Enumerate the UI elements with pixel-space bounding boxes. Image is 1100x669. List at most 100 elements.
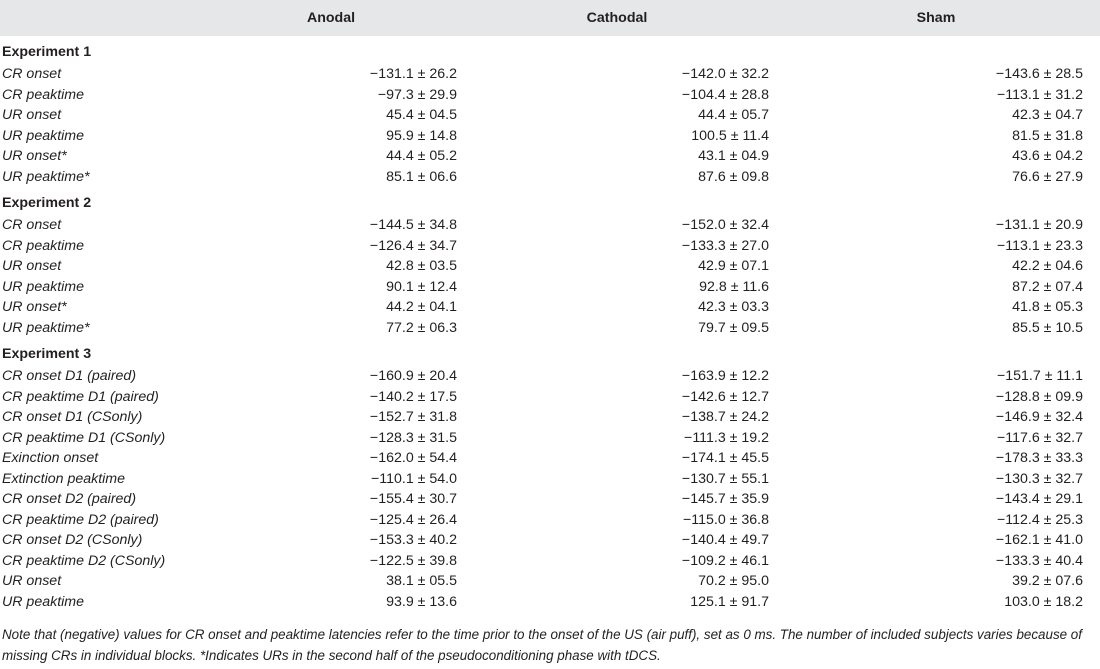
row-label: UR onset [2, 573, 62, 589]
header-row: Anodal Cathodal Sham [0, 0, 1100, 36]
cathodal-value: 79.7 ± 09.5 [698, 319, 769, 336]
anodal-value: −162.0 ± 54.4 [369, 450, 457, 466]
anodal-value: −125.4 ± 26.4 [369, 511, 457, 528]
anodal-value: 85.1 ± 06.6 [386, 168, 457, 185]
row-label: CR peaktime D2 (CSonly) [2, 552, 166, 569]
table-row: Extinction peaktime −110.1 ± 54.0 −130.7 ±… [0, 469, 1100, 490]
table-row: UR onset 42.8 ± 03.5 42.9 ± 07.1 42.2 ± 04.… [0, 256, 1100, 277]
row-label: Exinction onset [2, 450, 99, 466]
table-body: Experiment 1 CR onset −131.1 ± 26.2 −142.0 … [0, 36, 1100, 612]
sham-value: 103.0 ± 18.2 [1004, 593, 1083, 610]
cathodal-value: 42.9 ± 07.1 [698, 258, 769, 274]
section-row: Experiment 2 [0, 187, 1100, 215]
sham-value: −117.6 ± 32.7 [996, 429, 1083, 446]
row-label: UR onset [2, 258, 62, 274]
cathodal-value: −140.4 ± 49.7 [681, 532, 769, 548]
results-table: Anodal Cathodal Sham Experiment 1 CR onse… [0, 0, 1100, 612]
cathodal-value: 100.5 ± 11.4 [691, 127, 769, 144]
table-row: CR onset D2 (CSonly) −153.3 ± 40.2 −140.4 … [0, 530, 1100, 551]
cathodal-value: 43.1 ± 04.9 [698, 148, 769, 164]
sham-value: −130.3 ± 32.7 [995, 470, 1083, 487]
table-header: Anodal Cathodal Sham [0, 0, 1100, 36]
row-label: UR peaktime* [2, 319, 90, 336]
cathodal-value: 87.6 ± 09.8 [698, 168, 769, 185]
section-row: Experiment 1 [0, 36, 1100, 64]
cathodal-value: −142.0 ± 32.2 [681, 66, 769, 82]
cathodal-value: −145.7 ± 35.9 [681, 491, 769, 507]
table-row: CR peaktime D1 (paired) −140.2 ± 17.5 −142… [0, 387, 1100, 408]
anodal-value: 42.8 ± 03.5 [386, 258, 457, 274]
anodal-value: −122.5 ± 39.8 [369, 552, 457, 569]
section-title: Experiment 1 [2, 44, 92, 60]
row-label: UR onset [2, 107, 62, 123]
table-row: CR onset D1 (CSonly) −152.7 ± 31.8 −138.7 … [0, 407, 1100, 428]
row-label: UR peaktime [2, 278, 85, 295]
anodal-value: 44.2 ± 04.1 [386, 299, 457, 315]
sham-value: 87.2 ± 07.4 [1012, 278, 1083, 295]
anodal-value: 44.4 ± 05.2 [386, 148, 457, 164]
anodal-value: 38.1 ± 05.5 [386, 573, 457, 589]
cathodal-value: −142.6 ± 12.7 [681, 388, 769, 405]
cathodal-value: −115.0 ± 36.8 [682, 511, 769, 528]
table-row: UR peaktime 95.9 ± 14.8 100.5 ± 11.4 81.5 ±… [0, 126, 1100, 147]
anodal-value: 77.2 ± 06.3 [386, 319, 457, 336]
cathodal-value: −104.4 ± 28.8 [681, 86, 769, 103]
sham-value: 85.5 ± 10.5 [1012, 319, 1083, 336]
sham-value: −146.9 ± 32.4 [995, 409, 1083, 425]
section-row: Experiment 3 [0, 338, 1100, 366]
cathodal-value: −152.0 ± 32.4 [681, 217, 769, 233]
anodal-value: −128.3 ± 31.5 [369, 429, 457, 446]
sham-value: 76.6 ± 27.9 [1012, 168, 1083, 185]
row-label: UR onset* [2, 148, 67, 164]
row-label: CR peaktime [2, 237, 85, 254]
header-empty [0, 0, 200, 36]
anodal-value: −160.9 ± 20.4 [369, 368, 457, 384]
row-label: CR onset [2, 66, 62, 82]
cathodal-value: 70.2 ± 95.0 [698, 573, 769, 589]
row-label: UR peaktime [2, 127, 85, 144]
sham-value: 43.6 ± 04.2 [1012, 148, 1083, 164]
table-row: CR onset D1 (paired) −160.9 ± 20.4 −163.9 … [0, 366, 1100, 387]
sham-value: −112.4 ± 25.3 [996, 511, 1083, 528]
row-label: CR onset D2 (CSonly) [2, 532, 143, 548]
sham-value: 39.2 ± 07.6 [1012, 573, 1083, 589]
section-title: Experiment 2 [2, 195, 92, 211]
header-band [0, 0, 1100, 36]
sham-value: −133.3 ± 40.4 [995, 552, 1083, 569]
anodal-value: −97.3 ± 29.9 [377, 86, 457, 103]
anodal-value: −126.4 ± 34.7 [369, 237, 457, 254]
anodal-value: −153.3 ± 40.2 [369, 532, 457, 548]
section-title: Experiment 3 [2, 346, 92, 362]
row-label: UR peaktime [2, 593, 85, 610]
row-label: CR peaktime D2 (paired) [2, 511, 159, 528]
table-row: CR peaktime D2 (CSonly) −122.5 ± 39.8 −109… [0, 551, 1100, 572]
sham-value: 81.5 ± 31.8 [1012, 127, 1083, 144]
sham-value: 42.3 ± 04.7 [1012, 107, 1083, 123]
cathodal-value: −109.2 ± 46.1 [681, 552, 769, 569]
sham-value: 42.2 ± 04.6 [1012, 258, 1083, 274]
sham-value: −128.8 ± 09.9 [995, 388, 1083, 405]
anodal-value: −131.1 ± 26.2 [369, 66, 457, 82]
cathodal-value: −174.1 ± 45.5 [681, 450, 769, 466]
sham-value: 41.8 ± 05.3 [1012, 299, 1083, 315]
row-label: CR peaktime D1 (CSonly) [2, 429, 166, 446]
row-label: CR onset D1 (paired) [2, 368, 137, 384]
sham-value: −113.1 ± 23.3 [996, 237, 1083, 254]
table-row: CR onset D2 (paired) −155.4 ± 30.7 −145.7 … [0, 489, 1100, 510]
table-note: Note that (negative) values for CR onset… [2, 627, 1082, 663]
table-row: UR onset 45.4 ± 04.5 44.4 ± 05.7 42.3 ± 04.… [0, 105, 1100, 126]
cathodal-value: 92.8 ± 11.6 [699, 278, 769, 295]
table-row: UR onset* 44.4 ± 05.2 43.1 ± 04.9 43.6 ± 04… [0, 146, 1100, 167]
table-row: UR peaktime* 85.1 ± 06.6 87.6 ± 09.8 76.6 ±… [0, 167, 1100, 188]
cathodal-value: 44.4 ± 05.7 [698, 107, 769, 123]
cathodal-value: −133.3 ± 27.0 [681, 237, 769, 254]
cathodal-value: −130.7 ± 55.1 [681, 470, 769, 487]
table-row: UR onset* 44.2 ± 04.1 42.3 ± 03.3 41.8 ± 05… [0, 297, 1100, 318]
row-label: UR peaktime* [2, 168, 90, 185]
row-label: CR peaktime D1 (paired) [2, 388, 159, 405]
anodal-value: −140.2 ± 17.5 [369, 388, 457, 405]
anodal-value: −155.4 ± 30.7 [369, 491, 457, 507]
row-label: CR peaktime [2, 86, 85, 103]
sham-value: −143.6 ± 28.5 [995, 66, 1083, 82]
table-row: CR onset −144.5 ± 34.8 −152.0 ± 32.4 −131.1… [0, 215, 1100, 236]
